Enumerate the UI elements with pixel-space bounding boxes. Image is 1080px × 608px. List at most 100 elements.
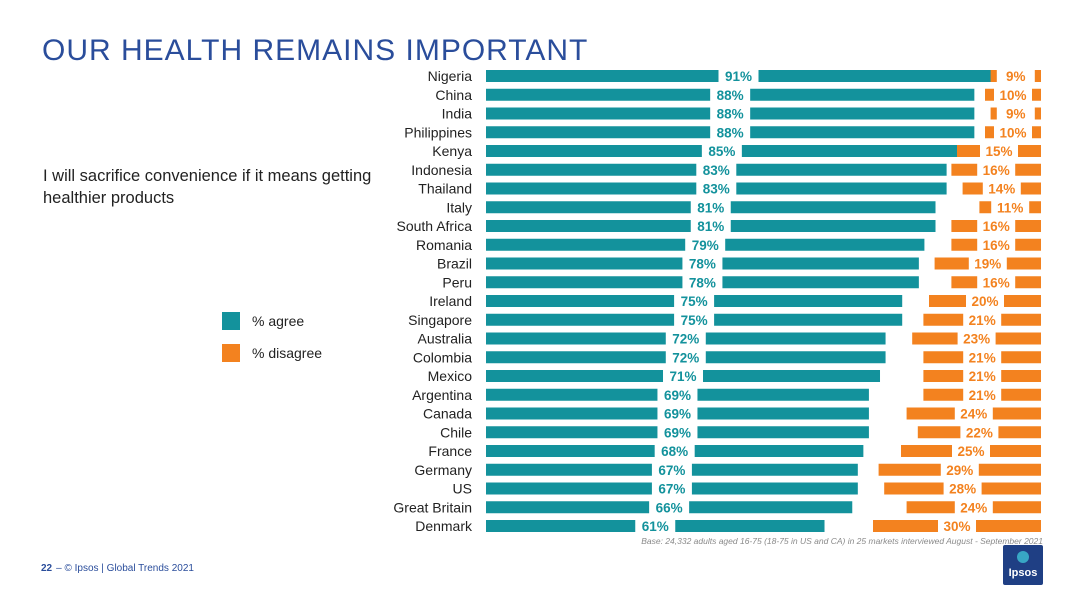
data-label-disagree-china: 10%: [999, 88, 1026, 103]
label-bg-agree-chile: [657, 424, 698, 441]
label-bg-disagree-brazil: [968, 255, 1007, 272]
category-label-denmark: Denmark: [415, 518, 473, 534]
label-bg-agree-france: [654, 443, 695, 459]
data-label-disagree-nigeria: 9%: [1006, 69, 1026, 84]
category-label-kenya: Kenya: [432, 143, 472, 159]
data-label-agree-singapore: 75%: [681, 313, 708, 328]
category-label-italy: Italy: [446, 199, 472, 215]
label-bg-disagree-philippines: [994, 124, 1032, 141]
label-bg-disagree-great-britain: [954, 499, 993, 516]
label-bg-disagree-peru: [977, 274, 1016, 291]
data-label-disagree-ireland: 20%: [971, 294, 998, 309]
data-label-disagree-thailand: 14%: [988, 182, 1015, 197]
data-label-agree-colombia: 72%: [672, 350, 699, 365]
data-label-agree-denmark: 61%: [642, 519, 669, 534]
data-label-disagree-canada: 24%: [960, 407, 987, 422]
data-label-disagree-brazil: 19%: [974, 257, 1001, 272]
category-label-australia: Australia: [418, 331, 473, 347]
label-bg-agree-ireland: [674, 293, 715, 309]
data-label-agree-italy: 81%: [697, 200, 724, 215]
category-label-singapore: Singapore: [408, 312, 472, 328]
category-label-germany: Germany: [414, 462, 472, 478]
data-label-agree-philippines: 88%: [717, 125, 744, 140]
data-label-agree-india: 88%: [717, 107, 744, 122]
label-bg-disagree-thailand: [982, 180, 1021, 197]
data-label-disagree-great-britain: 24%: [960, 500, 987, 515]
label-bg-disagree-chile: [960, 424, 999, 441]
label-bg-agree-china: [710, 86, 751, 103]
legend-item-agree: % agree: [222, 311, 322, 330]
category-label-chile: Chile: [440, 424, 472, 440]
category-label-mexico: Mexico: [428, 368, 473, 384]
label-bg-disagree-india: [996, 105, 1035, 122]
base-note: Base: 24,332 adults aged 16-75 (18-75 in…: [641, 536, 1043, 546]
category-label-nigeria: Nigeria: [428, 68, 473, 84]
label-bg-disagree-colombia: [963, 349, 1002, 366]
label-bg-agree-indonesia: [696, 161, 737, 178]
logo-mark-icon: [1017, 551, 1029, 563]
label-bg-disagree-kenya: [980, 143, 1018, 159]
legend-label-disagree: % disagree: [252, 344, 323, 361]
data-label-disagree-italy: 11%: [997, 200, 1023, 215]
label-bg-disagree-denmark: [938, 518, 976, 534]
data-label-agree-thailand: 83%: [703, 182, 730, 197]
category-label-us: US: [453, 481, 472, 497]
data-label-agree-peru: 78%: [689, 275, 716, 290]
legend: % agree % disagree: [222, 311, 322, 375]
data-label-disagree-mexico: 21%: [969, 369, 996, 384]
data-label-disagree-denmark: 30%: [943, 519, 970, 534]
label-bg-agree-south-africa: [690, 218, 731, 234]
data-label-agree-australia: 72%: [672, 332, 699, 347]
label-bg-disagree-italy: [991, 199, 1030, 216]
data-label-disagree-australia: 23%: [963, 332, 990, 347]
label-bg-agree-us: [651, 480, 692, 497]
label-bg-disagree-mexico: [963, 368, 1002, 384]
data-label-disagree-philippines: 10%: [999, 125, 1026, 140]
label-bg-disagree-singapore: [963, 311, 1002, 328]
category-label-china: China: [435, 87, 472, 103]
data-label-agree-argentina: 69%: [664, 388, 691, 403]
data-label-agree-great-britain: 66%: [656, 500, 683, 515]
label-bg-agree-canada: [657, 405, 698, 422]
label-bg-agree-romania: [685, 236, 726, 253]
data-label-disagree-singapore: 21%: [969, 313, 996, 328]
data-label-agree-romania: 79%: [692, 238, 719, 253]
legend-item-disagree: % disagree: [222, 343, 322, 362]
label-bg-agree-nigeria: [718, 68, 759, 84]
data-label-agree-china: 88%: [717, 88, 744, 103]
category-label-argentina: Argentina: [412, 387, 472, 403]
label-bg-disagree-romania: [977, 236, 1016, 253]
data-label-disagree-indonesia: 16%: [983, 163, 1010, 178]
data-label-disagree-germany: 29%: [946, 463, 973, 478]
label-bg-disagree-nigeria: [996, 68, 1035, 84]
data-label-agree-brazil: 78%: [689, 257, 716, 272]
label-bg-disagree-china: [994, 86, 1032, 103]
survey-statement: I will sacrifice convenience if it means…: [43, 167, 372, 207]
label-bg-agree-singapore: [674, 311, 715, 328]
category-label-peru: Peru: [442, 274, 472, 290]
label-bg-disagree-south-africa: [977, 218, 1016, 234]
data-label-disagree-romania: 16%: [983, 238, 1010, 253]
label-bg-agree-peru: [682, 274, 723, 291]
label-bg-agree-denmark: [635, 518, 676, 534]
data-label-disagree-chile: 22%: [966, 425, 993, 440]
data-label-agree-kenya: 85%: [708, 144, 735, 159]
ipsos-logo: Ipsos: [1003, 545, 1043, 585]
page-title: OUR HEALTH REMAINS IMPORTANT: [42, 34, 589, 67]
label-bg-agree-kenya: [701, 143, 742, 159]
data-label-agree-south-africa: 81%: [697, 219, 724, 234]
data-label-disagree-kenya: 15%: [985, 144, 1012, 159]
data-label-agree-chile: 69%: [664, 425, 691, 440]
label-bg-agree-philippines: [710, 124, 751, 141]
label-bg-disagree-us: [943, 480, 982, 497]
data-label-disagree-us: 28%: [949, 482, 976, 497]
label-bg-agree-brazil: [682, 255, 723, 272]
category-label-philippines: Philippines: [404, 124, 472, 140]
category-label-ireland: Ireland: [429, 293, 472, 309]
legend-label-agree: % agree: [252, 312, 305, 329]
label-bg-disagree-indonesia: [977, 161, 1016, 178]
label-bg-agree-colombia: [665, 349, 706, 366]
footer-text: – © Ipsos | Global Trends 2021: [56, 563, 194, 574]
data-label-disagree-south-africa: 16%: [983, 219, 1010, 234]
label-bg-disagree-germany: [940, 461, 979, 478]
